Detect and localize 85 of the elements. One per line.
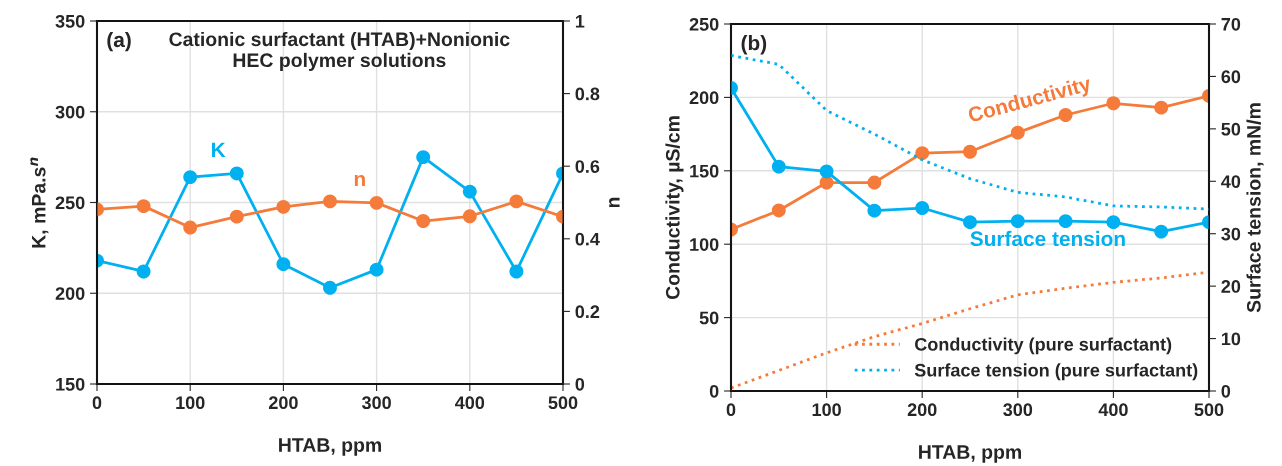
y-tick-label: 250 [689, 17, 719, 31]
x-tick-label: 200 [268, 396, 298, 410]
point [276, 257, 291, 272]
y2-tick-label: 20 [1221, 280, 1241, 293]
point [1154, 100, 1169, 115]
y2-tick-label: 0 [1221, 384, 1231, 398]
point [369, 262, 384, 277]
point [771, 159, 786, 174]
x-tick-label: 100 [176, 396, 205, 410]
point [462, 209, 477, 224]
point [1058, 214, 1073, 229]
y2-tick-label: 0.6 [575, 160, 600, 173]
y-tick-label: 150 [690, 164, 719, 178]
point [771, 203, 786, 218]
y-axis-title: K, mPa.s$^{n}$ [30, 157, 49, 248]
y-tick-label: 150 [56, 377, 85, 391]
y2-tick-label: 70 [1221, 17, 1241, 31]
x-tick-label: 300 [361, 396, 391, 410]
y-tick-label: 250 [55, 196, 85, 210]
point [323, 194, 337, 209]
point [867, 203, 882, 218]
point [963, 215, 977, 230]
x-tick-label: 400 [1098, 403, 1128, 417]
x-tick-label: 0 [92, 396, 102, 410]
annotation: (a) [107, 31, 131, 52]
point [819, 164, 834, 179]
point [183, 170, 198, 185]
point [462, 184, 477, 199]
y2-tick-label: 40 [1221, 175, 1241, 189]
point [136, 199, 151, 214]
point [915, 201, 930, 215]
point [229, 166, 244, 181]
y2-tick-label: 50 [1221, 122, 1241, 136]
annotation: (b) [741, 35, 767, 55]
point [136, 264, 151, 279]
x-tick-label: 400 [455, 396, 485, 410]
x-axis-title: HTAB, ppm [919, 445, 1022, 463]
legend-label: Conductivity (pure surfactant) [915, 337, 1172, 355]
y-tick-label: 100 [690, 238, 719, 251]
x-tick-label: 500 [548, 396, 578, 410]
point [369, 195, 384, 210]
y2-tick-label: 1 [575, 15, 585, 28]
x-axis-title: HTAB, ppm [279, 438, 382, 456]
y2-tick-label: 30 [1221, 227, 1241, 241]
y2-tick-label: 60 [1221, 70, 1241, 84]
y-tick-label: 50 [699, 311, 719, 325]
x-tick-label: 0 [726, 403, 736, 417]
point [416, 214, 431, 228]
x-tick-label: 200 [907, 403, 937, 417]
point [183, 220, 198, 235]
point [1010, 214, 1025, 229]
y2-axis-title: n [609, 197, 620, 208]
point [509, 194, 524, 209]
point [323, 280, 337, 295]
y-tick-label: 0 [709, 384, 719, 398]
y2-tick-label: 0 [575, 377, 585, 391]
point [963, 144, 977, 159]
series-label: n [354, 174, 365, 187]
y-axis-title: Conductivity, µS/cm [665, 116, 684, 300]
point [229, 209, 244, 224]
series-label: Surface tension [970, 230, 1125, 247]
y-tick-label: 300 [55, 105, 85, 119]
y-tick-label: 200 [689, 91, 719, 105]
point [509, 264, 524, 279]
y-tick-label: 350 [55, 14, 85, 28]
text: Cationic surfactant (HTAB)+Nonionic HEC polymer solutions [169, 31, 510, 71]
y-tick-label: 200 [55, 287, 85, 300]
point [1106, 96, 1121, 111]
point [1010, 125, 1025, 140]
point [1106, 215, 1121, 230]
y2-tick-label: 0.8 [575, 87, 600, 101]
point [1154, 224, 1169, 239]
y2-axis-title: Surface tension, mN/m [1246, 103, 1264, 313]
point [416, 150, 431, 165]
legend-label: Surface tension (pure surfactant) [914, 363, 1198, 381]
y2-tick-label: 0.4 [575, 232, 600, 246]
point [915, 146, 930, 161]
x-tick-label: 300 [1003, 403, 1033, 417]
point [867, 175, 882, 190]
series-label: K [212, 142, 226, 158]
x-tick-label: 100 [812, 403, 841, 417]
x-tick-label: 500 [1194, 403, 1224, 417]
y2-tick-label: 0.2 [575, 305, 600, 319]
y2-tick-label: 10 [1221, 332, 1241, 346]
point [276, 199, 291, 214]
